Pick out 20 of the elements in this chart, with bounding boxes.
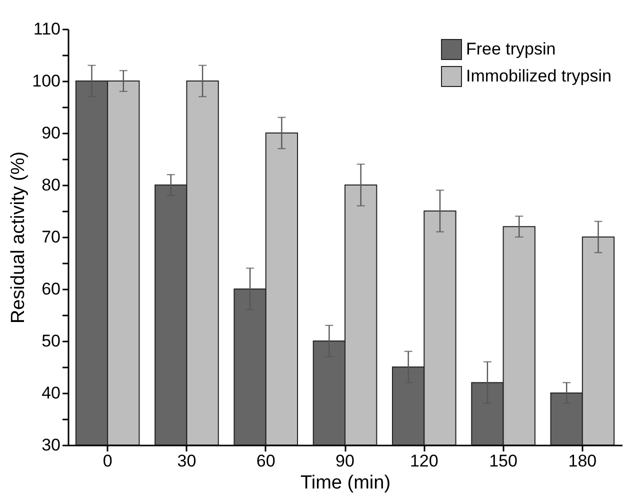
x-tick-label: 90 — [336, 452, 354, 470]
y-axis-title: Residual activity (%) — [8, 151, 30, 324]
y-tick-label: 90 — [42, 124, 60, 142]
x-tick-label: 120 — [410, 452, 438, 470]
y-tick-label: 70 — [42, 228, 60, 246]
x-tick-label: 30 — [177, 452, 196, 470]
y-tick-label: 80 — [42, 176, 60, 194]
y-tick-label: 100 — [32, 72, 60, 90]
y-tick-label: 50 — [42, 332, 60, 350]
legend-label: Immobilized trypsin — [466, 66, 612, 86]
x-tick-label: 0 — [102, 452, 112, 470]
x-tick-label: 60 — [256, 452, 276, 470]
y-tick-label: 40 — [42, 384, 60, 402]
y-tick-label: 110 — [33, 20, 60, 38]
y-tick-label: 60 — [42, 280, 60, 298]
x-tick-label: 150 — [489, 452, 518, 470]
legend-label: Free trypsin — [466, 40, 556, 58]
y-tick-label: 30 — [42, 436, 60, 454]
x-tick-label: 180 — [568, 452, 597, 470]
x-axis-title: Time (min) — [300, 472, 391, 494]
